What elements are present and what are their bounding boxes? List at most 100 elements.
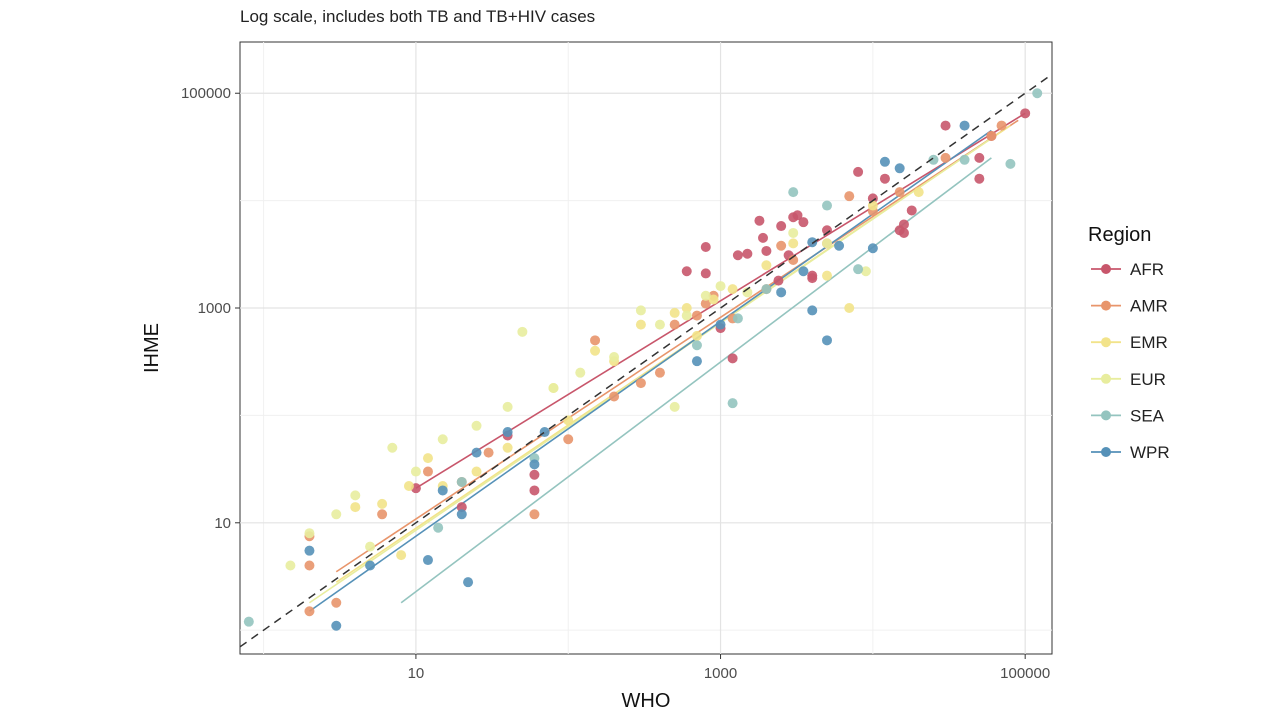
data-points — [243, 88, 1043, 631]
legend-marker — [1101, 410, 1111, 421]
point-eur — [635, 305, 646, 316]
point-wpr — [867, 243, 878, 254]
point-amr — [996, 120, 1007, 131]
point-afr — [792, 210, 803, 221]
point-wpr — [822, 335, 833, 346]
point-afr — [974, 173, 985, 184]
point-wpr — [304, 545, 315, 556]
point-emr — [913, 187, 924, 198]
point-eur — [517, 326, 528, 337]
point-amr — [844, 191, 855, 202]
point-sea — [1032, 88, 1043, 99]
point-amr — [635, 378, 646, 389]
x-axis-title: WHO — [622, 690, 671, 712]
legend: AFR AMR EMR EUR SEA WPR — [1091, 260, 1170, 462]
point-emr — [867, 200, 878, 211]
x-tick-label: 100000 — [1000, 665, 1050, 682]
point-wpr — [331, 620, 342, 631]
legend-label: SEA — [1130, 406, 1165, 425]
grid-lines — [240, 42, 1052, 654]
point-amr — [788, 254, 799, 265]
legend-item-wpr: WPR — [1091, 443, 1170, 462]
point-emr — [590, 345, 601, 356]
point-eur — [700, 290, 711, 301]
point-wpr — [529, 459, 540, 470]
point-afr — [898, 227, 909, 238]
point-wpr — [776, 287, 787, 298]
point-afr — [773, 275, 784, 286]
point-emr — [761, 260, 772, 271]
point-eur — [285, 560, 296, 571]
legend-marker — [1101, 447, 1111, 457]
y-axis-title: IHME — [141, 323, 163, 373]
point-amr — [331, 597, 342, 608]
point-eur — [742, 287, 753, 298]
point-amr — [986, 130, 997, 141]
point-amr — [483, 447, 494, 458]
point-wpr — [959, 120, 970, 131]
point-afr — [758, 232, 769, 243]
point-wpr — [463, 577, 474, 588]
point-wpr — [691, 356, 702, 367]
fit-line-sea — [400, 157, 992, 604]
point-wpr — [456, 509, 467, 520]
plot-panel — [239, 41, 1053, 655]
point-sea — [853, 264, 864, 275]
point-afr — [700, 241, 711, 252]
point-wpr — [798, 266, 809, 277]
legend-label: EMR — [1130, 333, 1168, 352]
legend-item-afr: AFR — [1091, 260, 1164, 279]
point-amr — [422, 466, 433, 477]
point-afr — [807, 273, 818, 284]
y-tick-label: 100000 — [181, 85, 231, 102]
point-emr — [822, 270, 833, 281]
point-afr — [456, 502, 467, 513]
point-afr — [822, 225, 833, 236]
point-eur — [575, 367, 586, 378]
point-amr — [529, 509, 540, 520]
point-emr — [727, 284, 738, 295]
point-emr — [396, 550, 407, 561]
y-tick-label: 10 — [214, 515, 231, 532]
point-emr — [502, 442, 513, 453]
point-eur — [822, 238, 833, 249]
point-eur — [410, 466, 421, 477]
point-afr — [974, 152, 985, 163]
point-afr — [776, 221, 787, 232]
point-wpr — [807, 237, 818, 248]
point-sea — [788, 187, 799, 198]
legend-item-amr: AMR — [1091, 297, 1168, 316]
point-afr — [853, 166, 864, 177]
point-emr — [691, 330, 702, 341]
point-afr — [754, 215, 765, 226]
y-tick-label: 1000 — [198, 300, 231, 317]
point-afr — [529, 469, 540, 480]
point-afr — [798, 217, 809, 228]
point-wpr — [879, 156, 890, 167]
point-wpr — [471, 447, 482, 458]
point-emr — [403, 481, 414, 492]
point-sea — [959, 154, 970, 165]
point-emr — [350, 502, 361, 513]
point-afr — [727, 353, 738, 364]
point-wpr — [807, 305, 818, 316]
legend-item-sea: SEA — [1091, 406, 1165, 425]
point-eur — [548, 382, 559, 393]
point-wpr — [894, 163, 905, 174]
point-emr — [422, 453, 433, 464]
point-sea — [761, 284, 772, 295]
point-emr — [377, 498, 388, 509]
point-afr — [940, 120, 951, 131]
point-afr — [700, 268, 711, 279]
point-afr — [681, 266, 692, 277]
legend-marker — [1101, 337, 1111, 348]
point-eur — [681, 310, 692, 321]
fit-lines — [308, 112, 1026, 612]
point-amr — [609, 391, 620, 402]
point-sea — [456, 476, 467, 487]
point-eur — [304, 528, 315, 539]
point-eur — [437, 434, 448, 445]
point-wpr — [422, 555, 433, 566]
legend-marker — [1101, 373, 1111, 384]
point-amr — [377, 509, 388, 520]
